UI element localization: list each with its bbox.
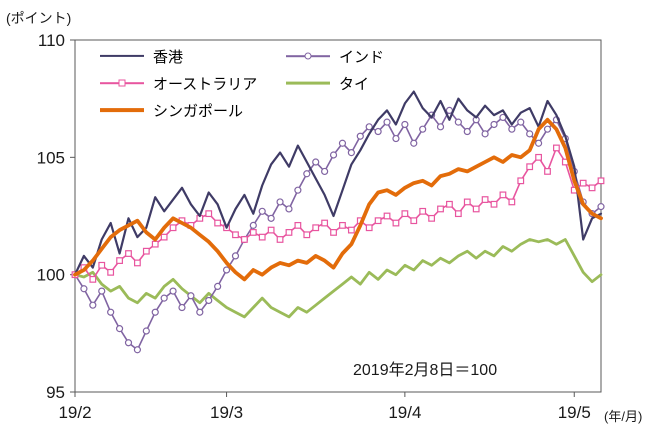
svg-text:19/5: 19/5 bbox=[558, 403, 591, 422]
chart-legend: 香港 インド オーストラリア タイ シンガポール bbox=[100, 46, 384, 120]
svg-text:19/2: 19/2 bbox=[58, 403, 91, 422]
y-axis-unit-label: (ポイント) bbox=[6, 10, 72, 26]
legend-item-india: インド bbox=[286, 46, 384, 66]
legend-label-india: インド bbox=[339, 48, 385, 66]
x-axis-unit-label: (年/月) bbox=[604, 409, 643, 424]
legend-item-singapore: シンガポール bbox=[100, 100, 286, 120]
svg-text:19/4: 19/4 bbox=[388, 403, 421, 422]
legend-item-hongkong: 香港 bbox=[100, 46, 286, 66]
legend-line-sample-thailand bbox=[286, 76, 330, 90]
svg-text:105: 105 bbox=[37, 148, 65, 167]
svg-text:19/3: 19/3 bbox=[210, 403, 243, 422]
base-date-annotation: 2019年2月8日＝100 bbox=[353, 362, 498, 379]
legend-line-sample-australia bbox=[100, 76, 144, 90]
legend-item-australia: オーストラリア bbox=[100, 73, 286, 93]
legend-line-sample-hongkong bbox=[100, 49, 144, 63]
legend-label-australia: オーストラリア bbox=[153, 75, 258, 93]
svg-text:110: 110 bbox=[38, 31, 65, 50]
legend-line-sample-india bbox=[286, 49, 330, 63]
legend-label-hongkong: 香港 bbox=[153, 48, 184, 66]
legend-label-singapore: シンガポール bbox=[153, 102, 244, 120]
svg-text:100: 100 bbox=[37, 266, 65, 285]
legend-label-thailand: タイ bbox=[339, 75, 370, 93]
legend-item-thailand: タイ bbox=[286, 73, 384, 93]
legend-line-sample-singapore bbox=[100, 103, 144, 117]
svg-text:95: 95 bbox=[46, 383, 65, 402]
